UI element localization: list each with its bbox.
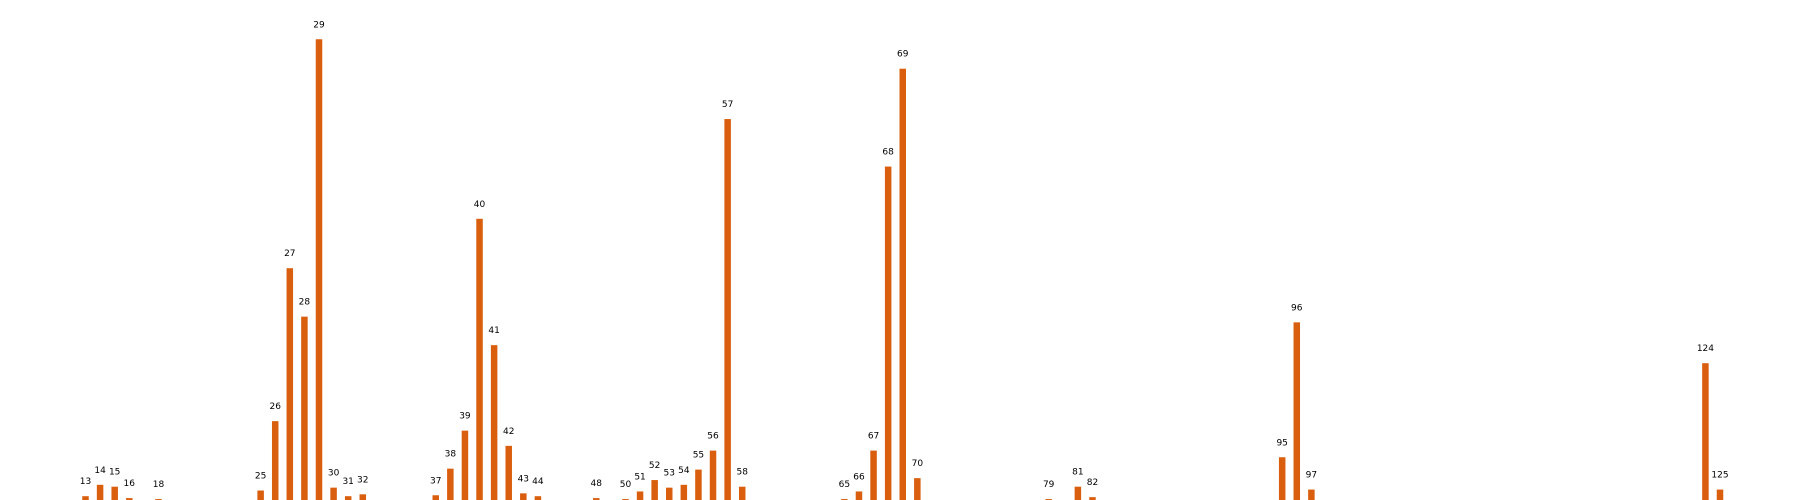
- bar-label-97: 97: [1306, 471, 1317, 481]
- bar-label-67: 67: [868, 432, 879, 442]
- bar-32: [359, 494, 367, 500]
- bar-label-95: 95: [1276, 438, 1287, 448]
- bar-43: [520, 493, 527, 500]
- bar-41: [490, 345, 498, 500]
- bar-52: [651, 480, 658, 500]
- bar-label-28: 28: [299, 298, 311, 308]
- bar-16: [126, 498, 133, 500]
- bar-label-29: 29: [313, 20, 325, 30]
- bar-56: [709, 450, 717, 500]
- bar-label-69: 69: [897, 50, 909, 60]
- bar-28: [301, 316, 308, 500]
- bar-label-124: 124: [1697, 344, 1714, 354]
- bar-125: [1716, 489, 1724, 500]
- bar-53: [666, 487, 673, 500]
- bar-82: [1089, 497, 1096, 500]
- bar-label-40: 40: [474, 200, 486, 210]
- bar-57: [724, 119, 731, 500]
- bar-label-14: 14: [94, 466, 106, 476]
- bar-27: [286, 268, 294, 500]
- bar-label-30: 30: [328, 469, 340, 479]
- bars-group: [82, 39, 1724, 500]
- bar-44: [534, 496, 542, 500]
- bar-124: [1702, 363, 1709, 500]
- bar-97: [1308, 489, 1315, 500]
- bar-67: [870, 450, 877, 500]
- bar-label-27: 27: [284, 249, 295, 259]
- bar-51: [636, 491, 644, 500]
- bar-label-79: 79: [1043, 480, 1055, 490]
- bar-81: [1074, 486, 1082, 500]
- bar-label-26: 26: [269, 402, 281, 412]
- bar-13: [82, 496, 89, 500]
- bar-31: [344, 496, 352, 500]
- bar-label-81: 81: [1072, 468, 1083, 478]
- bar-40: [476, 218, 483, 500]
- bar-label-13: 13: [80, 477, 91, 487]
- bar-label-42: 42: [503, 427, 514, 437]
- bar-26: [271, 421, 279, 500]
- bar-label-50: 50: [620, 480, 632, 490]
- bar-label-39: 39: [459, 412, 471, 422]
- bar-96: [1293, 322, 1301, 500]
- bar-66: [855, 491, 863, 500]
- bar-29: [315, 39, 323, 500]
- bar-55: [695, 469, 702, 500]
- bar-label-16: 16: [124, 479, 136, 489]
- bar-58: [738, 486, 746, 500]
- bar-14: [96, 484, 104, 500]
- bar-label-66: 66: [853, 472, 865, 482]
- bar-42: [505, 445, 512, 500]
- bar-label-32: 32: [357, 475, 368, 485]
- bar-label-38: 38: [445, 450, 457, 460]
- bar-label-82: 82: [1087, 478, 1098, 488]
- bar-label-65: 65: [839, 480, 850, 490]
- bar-label-58: 58: [736, 468, 748, 478]
- bar-label-57: 57: [722, 100, 733, 110]
- bar-label-15: 15: [109, 468, 120, 478]
- bar-label-51: 51: [634, 472, 645, 482]
- bar-label-18: 18: [153, 480, 165, 490]
- bar-label-52: 52: [649, 461, 660, 471]
- bar-label-31: 31: [342, 477, 353, 487]
- bar-label-125: 125: [1711, 471, 1728, 481]
- bar-label-70: 70: [912, 459, 924, 469]
- bar-label-44: 44: [532, 477, 544, 487]
- bar-68: [884, 166, 892, 500]
- bar-37: [432, 495, 439, 500]
- bar-label-55: 55: [693, 451, 704, 461]
- bar-label-48: 48: [591, 479, 603, 489]
- bar-label-56: 56: [707, 432, 719, 442]
- bar-25: [257, 490, 264, 500]
- bar-15: [111, 486, 118, 500]
- bar-38: [447, 468, 454, 500]
- bar-label-54: 54: [678, 466, 690, 476]
- bar-54: [680, 484, 688, 500]
- bar-label-96: 96: [1291, 303, 1303, 313]
- bar-label-53: 53: [664, 469, 675, 479]
- bar-39: [461, 430, 469, 500]
- bar-label-41: 41: [488, 326, 499, 336]
- bar-label-25: 25: [255, 472, 266, 482]
- bar-95: [1278, 457, 1286, 500]
- bar-69: [899, 68, 906, 500]
- bar-label-43: 43: [518, 474, 529, 484]
- bar-48: [593, 498, 600, 500]
- bar-70: [914, 478, 921, 500]
- bar-30: [330, 487, 337, 500]
- bar-label-37: 37: [430, 476, 441, 486]
- bar-label-68: 68: [882, 148, 894, 158]
